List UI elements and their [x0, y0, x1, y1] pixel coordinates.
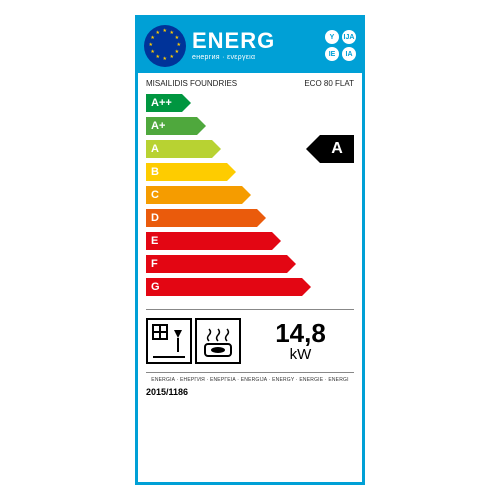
header-suffix-circle: IE [325, 47, 339, 61]
energy-label: ★★★★★★★★★★★★ ENERG енергия · ενεργεια YI… [135, 15, 365, 485]
efficiency-chart: A++A+ABCDEFGA [146, 94, 354, 301]
pictogram-heater-icon [195, 318, 241, 364]
header-title: ENERG [192, 30, 319, 52]
power-section: 14,8 kW [146, 309, 354, 373]
class-arrow: F [146, 255, 287, 273]
class-label: D [151, 212, 159, 224]
class-arrow: D [146, 209, 257, 227]
class-label: B [151, 166, 159, 178]
header-suffix-circle: IJA [342, 30, 356, 44]
power-value-block: 14,8 kW [247, 320, 354, 363]
header-suffix-circles: YIJAIEIA [325, 30, 356, 61]
class-label: F [151, 258, 158, 270]
header-suffix-circle: IA [342, 47, 356, 61]
class-arrow: G [146, 278, 302, 296]
class-arrow: C [146, 186, 242, 204]
class-label: G [151, 281, 160, 293]
power-unit: kW [247, 346, 354, 363]
class-arrow: A++ [146, 94, 182, 112]
pictogram-window-lamp-icon [146, 318, 192, 364]
header: ★★★★★★★★★★★★ ENERG енергия · ενεργεια YI… [138, 18, 362, 73]
class-label: A++ [151, 97, 172, 109]
eu-flag-icon: ★★★★★★★★★★★★ [144, 25, 186, 67]
regulation-number: 2015/1186 [138, 387, 362, 401]
rating-value: A [320, 135, 354, 163]
class-label: E [151, 235, 158, 247]
class-label: C [151, 189, 159, 201]
header-subtitle: енергия · ενεργεια [192, 54, 319, 61]
header-text: ENERG енергия · ενεργεια [192, 30, 319, 61]
power-value: 14,8 [247, 320, 354, 346]
class-arrow: A+ [146, 117, 197, 135]
class-label: A [151, 143, 159, 155]
class-arrow: A [146, 140, 212, 158]
header-suffix-circle: Y [325, 30, 339, 44]
product-info: MISAILIDIS FOUNDRIES ECO 80 FLAT [138, 73, 362, 88]
multilang-energy-text: ENERGIA · ЕНЕРГИЯ · ΕΝΕΡΓΕΙΑ · ENERGIJA … [138, 373, 362, 387]
class-arrow: E [146, 232, 272, 250]
model: ECO 80 FLAT [304, 79, 354, 88]
rating-arrow: A [320, 135, 354, 163]
pictograms [146, 318, 241, 364]
manufacturer: MISAILIDIS FOUNDRIES [146, 79, 237, 88]
class-label: A+ [151, 120, 165, 132]
class-arrow: B [146, 163, 227, 181]
